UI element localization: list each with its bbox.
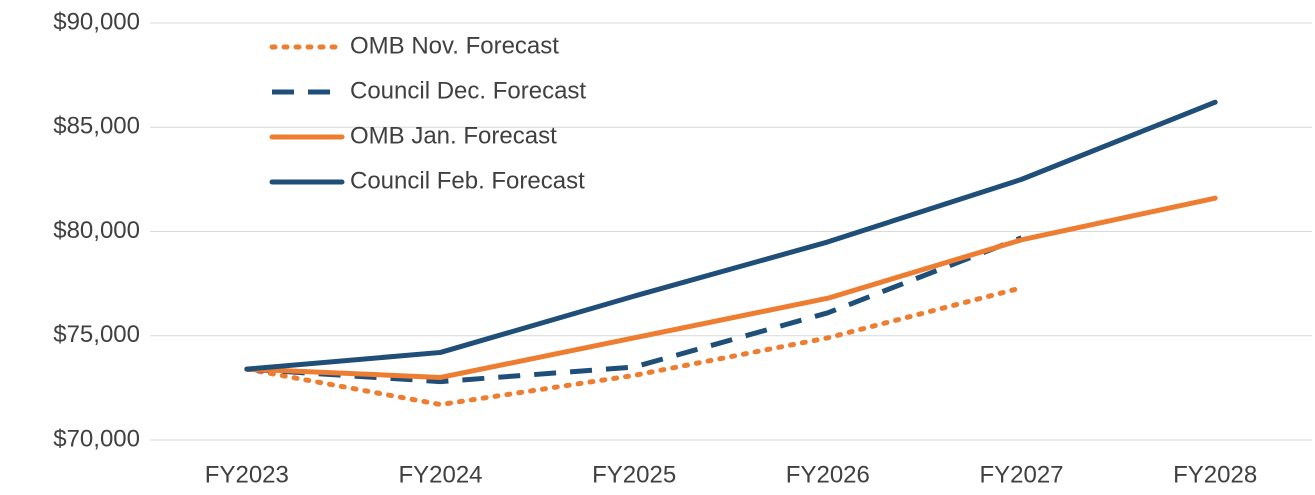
y-tick-label: $90,000 bbox=[53, 8, 140, 35]
legend-label: OMB Jan. Forecast bbox=[350, 122, 557, 149]
y-tick-label: $80,000 bbox=[53, 217, 140, 244]
series-line bbox=[246, 235, 1023, 385]
y-tick-label: $75,000 bbox=[53, 321, 140, 348]
series-line bbox=[244, 285, 1024, 408]
x-tick-label: FY2025 bbox=[592, 461, 676, 488]
series-line bbox=[244, 99, 1218, 372]
y-tick-label: $70,000 bbox=[53, 425, 140, 452]
y-tick-label: $85,000 bbox=[53, 113, 140, 140]
x-tick-label: FY2024 bbox=[398, 461, 482, 488]
x-tick-label: FY2028 bbox=[1173, 461, 1257, 488]
legend-label: Council Feb. Forecast bbox=[350, 167, 585, 194]
x-tick-label: FY2026 bbox=[786, 461, 870, 488]
series-line bbox=[244, 195, 1218, 380]
legend-label: Council Dec. Forecast bbox=[350, 77, 586, 104]
x-tick-label: FY2023 bbox=[205, 461, 289, 488]
x-tick-label: FY2027 bbox=[979, 461, 1063, 488]
legend-label: OMB Nov. Forecast bbox=[350, 32, 559, 59]
